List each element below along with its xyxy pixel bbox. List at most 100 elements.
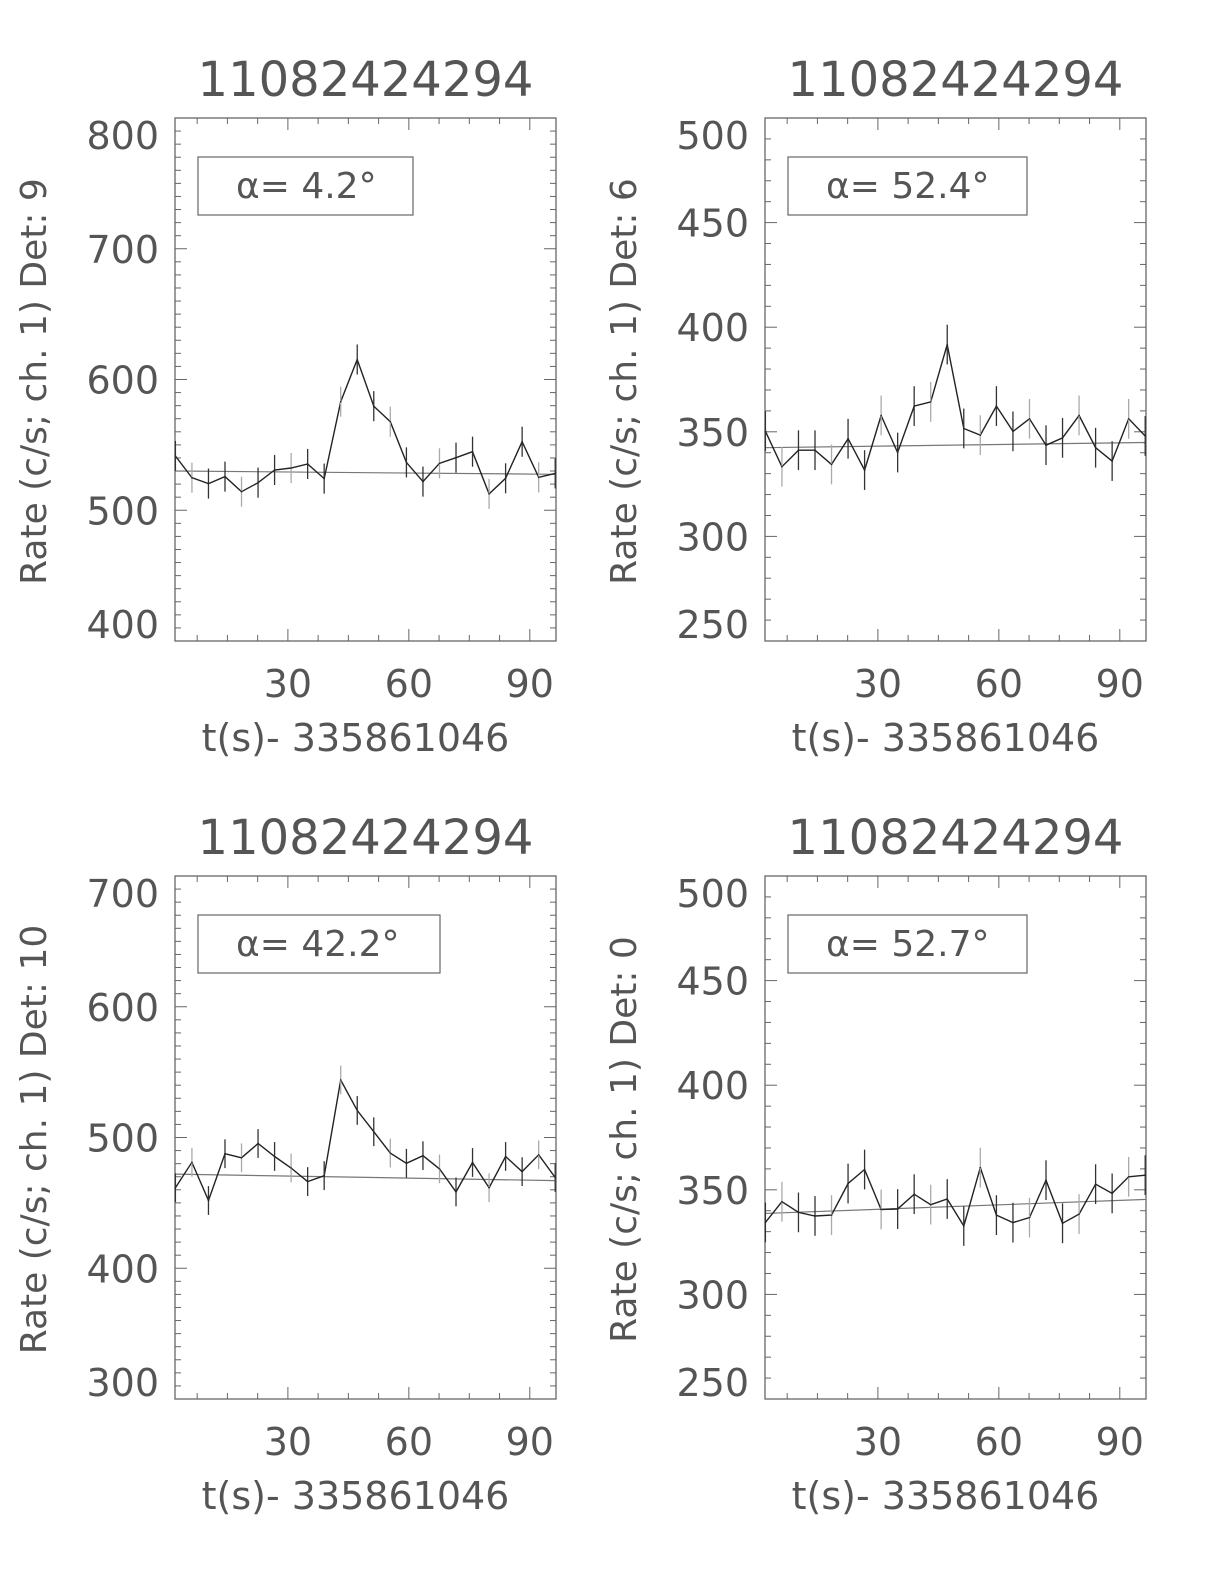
data-point (929, 1203, 932, 1206)
y-axis-label: Rate (c/s; ch. 1) Det: 9 (14, 178, 55, 585)
angle-annotation: α= 42.2° (236, 924, 400, 965)
data-point (880, 1208, 882, 1211)
data-point (422, 480, 424, 483)
data-point (521, 440, 523, 443)
data-point (896, 1208, 899, 1210)
data-point (323, 1174, 325, 1177)
data-point (962, 427, 965, 430)
data-point (995, 1214, 998, 1216)
y-tick-label: 300 (676, 1273, 749, 1317)
x-tick-label: 60 (975, 662, 1023, 706)
data-point (781, 1200, 783, 1203)
background-fit-line (764, 1198, 1147, 1215)
y-tick-label: 450 (676, 202, 749, 246)
y-tick-label: 700 (86, 228, 159, 272)
data-point (863, 469, 866, 471)
data-point (830, 463, 833, 466)
data-point (438, 462, 441, 465)
y-tick-label: 400 (676, 1064, 749, 1108)
data-point (339, 1079, 342, 1081)
x-tick-label: 30 (854, 1420, 902, 1464)
data-point (356, 358, 359, 361)
data-point (995, 405, 998, 407)
angle-annotation: α= 52.7° (826, 924, 990, 965)
data-point (240, 490, 243, 493)
data-point (1127, 1176, 1130, 1178)
data-point (1111, 460, 1113, 462)
data-point (273, 1155, 276, 1158)
data-point (191, 1161, 193, 1164)
data-point (1061, 1222, 1064, 1225)
data-point (1144, 435, 1146, 437)
data-point (1012, 1221, 1014, 1224)
y-tick-label: 400 (676, 306, 749, 350)
rate-series-line (174, 357, 556, 496)
data-point (306, 1180, 309, 1183)
data-point (1094, 1183, 1097, 1185)
y-tick-label: 600 (86, 359, 159, 403)
data-point (1111, 1192, 1113, 1195)
data-point (913, 1193, 915, 1195)
data-point (1094, 446, 1097, 449)
data-point (946, 343, 949, 346)
data-point (1028, 1216, 1031, 1219)
data-point (1078, 1213, 1080, 1215)
data-point (323, 477, 325, 480)
data-point (405, 1162, 408, 1165)
data-point (504, 1155, 507, 1158)
y-tick-label: 300 (676, 515, 749, 559)
data-point (764, 430, 767, 432)
data-point (339, 400, 342, 403)
y-tick-label: 400 (86, 1247, 159, 1291)
panel-title: 11082424294 (788, 810, 1124, 866)
data-point (554, 1176, 556, 1179)
data-point (979, 1166, 982, 1169)
data-point (174, 1186, 177, 1189)
y-tick-label: 500 (676, 114, 749, 158)
data-point (1045, 444, 1047, 446)
y-axis-label: Rate (c/s; ch. 1) Det: 6 (604, 178, 645, 585)
data-point (1045, 1179, 1047, 1181)
data-point (1061, 437, 1064, 439)
data-point (257, 481, 259, 484)
angle-annotation: α= 52.4° (826, 166, 990, 207)
rate-series-line (174, 1077, 556, 1203)
data-point (1078, 414, 1080, 417)
data-point (455, 1191, 457, 1193)
x-axis-label: t(s)- 335861046 (202, 716, 510, 760)
x-axis-label: t(s)- 335861046 (792, 1474, 1100, 1518)
data-point (863, 1168, 866, 1171)
background-fit-line (174, 470, 557, 475)
data-point (389, 420, 392, 423)
panel-title: 11082424294 (198, 52, 534, 108)
background-fit-line (174, 1173, 557, 1182)
data-point (880, 414, 882, 417)
annotation-box (787, 914, 1028, 974)
background-fit-line (764, 441, 1147, 449)
data-point (455, 456, 457, 459)
data-point (207, 1199, 210, 1202)
y-tick-label: 500 (86, 1117, 159, 1161)
x-tick-label: 60 (385, 662, 433, 706)
x-tick-label: 90 (1096, 662, 1144, 706)
data-point (405, 461, 408, 464)
data-point (191, 476, 193, 479)
data-point (929, 401, 932, 403)
x-tick-label: 90 (1096, 1420, 1144, 1464)
data-point (913, 405, 915, 407)
data-point (1127, 418, 1130, 420)
y-tick-label: 250 (676, 603, 749, 647)
data-point (240, 1156, 243, 1159)
panel-4: 11082424294 30 60 90 250 300 350 400 450 500 t(s)-… (604, 810, 1147, 1518)
annotation-box (197, 156, 414, 216)
panel-3: 11082424294 30 60 90 300 400 500 600 700 t(s)- 33… (14, 810, 557, 1518)
y-tick-label: 500 (676, 872, 749, 916)
rate-series-line (764, 344, 1146, 472)
y-tick-label: 450 (676, 960, 749, 1004)
x-tick-label: 30 (264, 1420, 312, 1464)
data-point (797, 1211, 800, 1214)
plot-frame (764, 875, 1147, 1400)
data-point (504, 477, 507, 480)
x-tick-label: 90 (506, 1420, 554, 1464)
data-point (224, 475, 226, 478)
